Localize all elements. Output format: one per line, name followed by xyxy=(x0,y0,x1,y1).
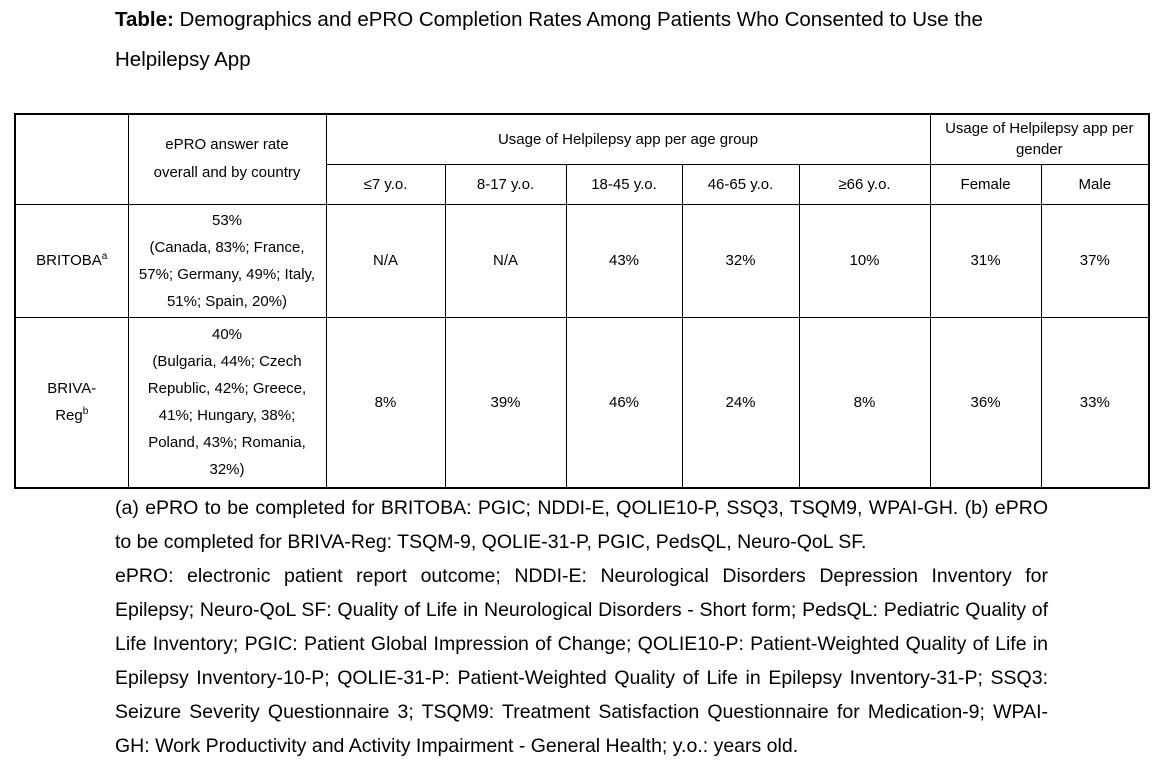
row-label-britoba: BRITOBAa xyxy=(14,203,129,318)
cell-briva-age-18-45: 46% xyxy=(565,316,683,489)
table-row-briva-reg: BRIVA- Regb 40% (Bulgaria, 44%; Czech Rep… xyxy=(14,316,1150,489)
cell-britoba-age-ge66: 10% xyxy=(798,203,931,318)
cell-britoba-rate-overall: 53% xyxy=(211,211,243,229)
row-label-briva-line1: BRIVA- xyxy=(47,380,97,398)
row-label-briva-line2: Reg xyxy=(55,407,83,425)
row-label-briva-reg: BRIVA- Regb xyxy=(14,316,129,489)
cell-britoba-rate: 53% (Canada, 83%; France, 57%; Germany, … xyxy=(127,203,327,318)
cell-briva-rate-overall: 40% xyxy=(211,326,243,344)
header-study-empty xyxy=(14,113,129,205)
cell-briva-rate-by-country: (Bulgaria, 44%; Czech Republic, 42%; Gre… xyxy=(147,353,307,479)
header-age-group: Usage of Helpilepsy app per age group xyxy=(325,113,931,165)
footnote-abbreviations: ePRO: electronic patient report outcome;… xyxy=(115,565,1048,757)
table-title: Table: Demographics and ePRO Completion … xyxy=(115,0,995,80)
table-row-britoba: BRITOBAa 53% (Canada, 83%; France, 57%; … xyxy=(14,203,1150,318)
row-label-britoba-text: BRITOBA xyxy=(36,252,102,269)
header-gender-female: Female xyxy=(929,163,1042,205)
cell-briva-age-8-17: 39% xyxy=(444,316,567,489)
header-age-18-45: 18-45 y.o. xyxy=(565,163,683,205)
cell-briva-rate: 40% (Bulgaria, 44%; Czech Republic, 42%;… xyxy=(127,316,327,489)
footnote-ab: (a) ePRO to be completed for BRITOBA: PG… xyxy=(115,497,1048,553)
table-title-text: Demographics and ePRO Completion Rates A… xyxy=(115,8,983,71)
header-gender-group: Usage of Helpilepsy app per gender xyxy=(929,113,1150,165)
cell-britoba-age-18-45: 43% xyxy=(565,203,683,318)
table-title-label: Table: xyxy=(115,8,174,31)
cell-britoba-male: 37% xyxy=(1040,203,1150,318)
cell-britoba-age-46-65: 32% xyxy=(681,203,800,318)
header-epro-rate-line1: ePRO answer rate xyxy=(165,136,289,154)
header-age-46-65: 46-65 y.o. xyxy=(681,163,800,205)
cell-britoba-age-le7: N/A xyxy=(325,203,446,318)
header-gender-male: Male xyxy=(1040,163,1150,205)
header-epro-rate: ePRO answer rate overall and by country xyxy=(127,113,327,205)
cell-britoba-rate-by-country: (Canada, 83%; France, 57%; Germany, 49%;… xyxy=(138,238,316,310)
cell-briva-female: 36% xyxy=(929,316,1042,489)
cell-briva-age-le7: 8% xyxy=(325,316,446,489)
header-epro-rate-line2: overall and by country xyxy=(153,164,301,182)
row-label-britoba-footnote-marker: a xyxy=(101,251,108,262)
row-label-briva-footnote-marker: b xyxy=(82,406,89,418)
cell-briva-age-46-65: 24% xyxy=(681,316,800,489)
header-age-8-17: 8-17 y.o. xyxy=(444,163,567,205)
header-age-le7: ≤7 y.o. xyxy=(325,163,446,205)
cell-briva-male: 33% xyxy=(1040,316,1150,489)
demographics-table: ePRO answer rate overall and by country U… xyxy=(14,113,1151,489)
header-sub-row: ≤7 y.o. 8-17 y.o. 18-45 y.o. 46-65 y.o. … xyxy=(15,163,1150,205)
cell-briva-age-ge66: 8% xyxy=(798,316,931,489)
cell-britoba-age-8-17: N/A xyxy=(444,203,567,318)
header-group-row: ePRO answer rate overall and by country U… xyxy=(14,113,1150,205)
table-footnotes: (a) ePRO to be completed for BRITOBA: PG… xyxy=(115,491,1048,762)
header-age-ge66: ≥66 y.o. xyxy=(798,163,931,205)
cell-britoba-female: 31% xyxy=(929,203,1042,318)
